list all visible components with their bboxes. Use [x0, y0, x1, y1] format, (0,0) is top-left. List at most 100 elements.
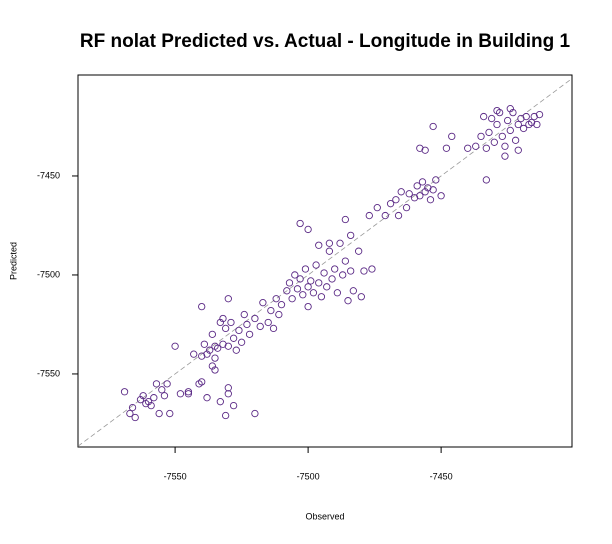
point	[386, 200, 395, 208]
point	[402, 203, 411, 212]
point	[341, 215, 350, 224]
point	[355, 247, 363, 255]
point	[472, 142, 480, 150]
point	[126, 409, 134, 418]
y-tick-label: -7550	[37, 368, 60, 378]
point	[416, 192, 424, 200]
point	[381, 211, 389, 220]
point	[424, 184, 432, 192]
point	[368, 265, 376, 273]
point	[283, 287, 291, 295]
point	[147, 401, 155, 410]
point	[304, 283, 312, 291]
point	[315, 279, 323, 287]
point	[155, 409, 163, 418]
point	[498, 132, 506, 141]
point	[432, 176, 440, 184]
point	[421, 146, 429, 154]
point	[166, 409, 174, 418]
point	[269, 324, 278, 333]
point	[533, 120, 541, 129]
y-tick-label: -7500	[37, 269, 60, 279]
point	[304, 225, 312, 234]
point	[328, 275, 336, 283]
point	[120, 388, 129, 396]
point	[259, 299, 267, 307]
x-tick-label: -7500	[297, 471, 320, 481]
x-tick-label: -7450	[430, 471, 453, 481]
point	[527, 118, 536, 127]
point	[224, 295, 232, 303]
point	[522, 112, 530, 121]
point	[511, 136, 520, 144]
point	[373, 203, 381, 212]
point	[480, 112, 488, 121]
point	[152, 380, 161, 388]
point	[448, 132, 456, 141]
point	[206, 346, 214, 354]
point	[304, 302, 312, 311]
point	[171, 342, 179, 350]
point	[291, 271, 299, 279]
point	[418, 178, 427, 186]
point	[397, 188, 405, 196]
point	[150, 394, 158, 402]
point	[176, 390, 185, 398]
point	[509, 108, 517, 117]
plot-frame	[77, 74, 573, 448]
point	[331, 265, 339, 273]
point	[360, 267, 368, 275]
point	[347, 267, 355, 275]
point	[275, 310, 283, 319]
point	[299, 291, 307, 299]
point	[208, 362, 216, 370]
point	[315, 241, 323, 249]
point	[184, 388, 193, 396]
point	[139, 392, 147, 400]
point	[488, 114, 496, 123]
point	[211, 354, 219, 362]
point	[341, 257, 350, 265]
point	[251, 314, 259, 323]
x-axis-label: Observed	[305, 511, 344, 521]
point	[339, 271, 347, 279]
point	[317, 293, 326, 301]
point	[357, 293, 365, 301]
point	[349, 287, 357, 295]
point	[190, 350, 198, 358]
chart-title: RF nolat Predicted vs. Actual - Longitud…	[80, 31, 571, 52]
point	[296, 219, 304, 228]
point	[501, 152, 509, 160]
point	[227, 318, 235, 327]
point	[198, 352, 206, 360]
point	[229, 334, 238, 342]
point	[224, 342, 232, 350]
point	[216, 318, 224, 327]
point	[288, 295, 296, 303]
point	[272, 295, 280, 303]
point	[320, 269, 328, 277]
point	[490, 138, 498, 146]
point	[325, 247, 334, 255]
point	[301, 265, 310, 273]
point	[211, 366, 219, 374]
point	[333, 289, 342, 297]
point	[237, 338, 246, 346]
point	[277, 301, 286, 309]
identity-line	[77, 78, 573, 447]
point	[421, 188, 429, 196]
point	[296, 275, 304, 283]
point	[394, 211, 403, 220]
point	[482, 144, 490, 152]
point	[214, 344, 222, 352]
point	[229, 401, 238, 410]
point	[221, 411, 230, 420]
point	[416, 144, 424, 152]
point	[256, 322, 264, 331]
point	[344, 297, 352, 305]
point	[216, 398, 224, 406]
point	[136, 396, 145, 404]
point	[240, 310, 248, 319]
point	[535, 110, 544, 119]
